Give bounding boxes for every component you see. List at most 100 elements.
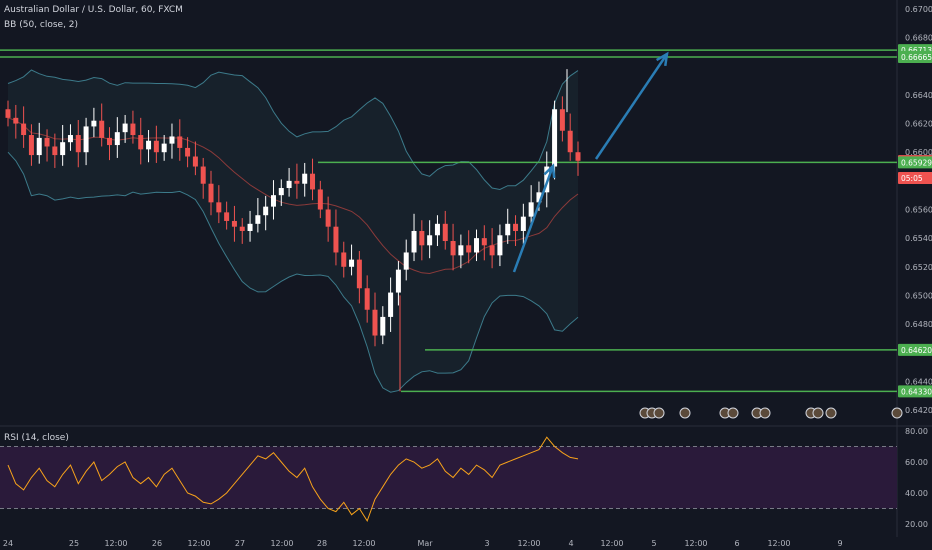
time-axis-label: 24 — [3, 539, 13, 548]
candle-body — [67, 135, 73, 143]
candle-body — [411, 230, 417, 253]
candle-body — [208, 183, 214, 203]
trend-arrow-up-head — [543, 163, 556, 179]
level-price-label-bg — [898, 343, 932, 356]
candle-body — [520, 216, 526, 231]
candle-body — [419, 230, 425, 246]
candle-body — [434, 223, 440, 236]
level-price-label: 0.64620 — [901, 346, 932, 355]
candle-body — [247, 223, 253, 231]
rsi-axis-tick-label: 80.00 — [905, 427, 928, 436]
current-price-label-bg — [898, 156, 932, 169]
candle-body — [364, 288, 370, 310]
candle-body — [372, 309, 378, 336]
candle-body — [263, 206, 269, 216]
candle-body — [380, 316, 386, 336]
candle-body — [216, 202, 222, 213]
economic-event-icon — [679, 407, 691, 419]
trend-arrow-target — [594, 53, 669, 160]
candle-body — [356, 259, 362, 289]
current-price-label: 05:05 — [901, 174, 923, 183]
candle-body — [395, 269, 401, 293]
candle-body — [403, 252, 409, 270]
candle-body — [317, 189, 323, 210]
rsi-axis-tick-label: 60.00 — [905, 458, 928, 467]
candle-body — [169, 136, 175, 144]
candle-body — [536, 192, 542, 203]
time-axis-label: 27 — [235, 539, 245, 548]
candle-body — [567, 130, 573, 153]
economic-event-icon — [759, 407, 771, 419]
candle-body — [177, 136, 183, 148]
time-axis-label: 12:00 — [187, 539, 210, 548]
time-axis-label: 3 — [484, 539, 489, 548]
candle-body — [99, 120, 105, 138]
rsi-axis-tick-label: 20.00 — [905, 520, 928, 529]
time-axis-label: 26 — [152, 539, 162, 548]
candle-body — [5, 109, 11, 118]
candle-body — [450, 241, 456, 256]
candle-body — [107, 137, 113, 146]
time-axis-label: 4 — [568, 539, 573, 548]
time-axis-label: 25 — [69, 539, 79, 548]
candle-body — [75, 135, 81, 153]
candle-body — [52, 146, 58, 156]
bollinger-upper-band — [7, 69, 579, 191]
level-price-label: 0.66713 — [901, 46, 932, 55]
candle-body — [231, 220, 237, 227]
candle-body — [153, 140, 159, 153]
candle-body — [442, 223, 448, 242]
candle-body — [91, 120, 97, 127]
candle-body — [481, 238, 487, 246]
candle-body — [28, 135, 34, 156]
trend-arrow-up — [512, 165, 555, 273]
candle-body — [138, 135, 144, 150]
time-axis-label: 9 — [837, 539, 842, 548]
time-axis-label: 12:00 — [517, 539, 540, 548]
rsi-band-fill — [0, 446, 897, 509]
rsi-indicator-label: RSI (14, close) — [4, 433, 69, 443]
candle-body — [458, 245, 464, 256]
candle-body — [552, 109, 558, 167]
candle-body — [114, 132, 120, 146]
candle-body — [427, 235, 433, 246]
candle-body — [44, 137, 50, 147]
candle-body — [122, 123, 128, 133]
chart-title: Australian Dollar / U.S. Dollar, 60, FXC… — [4, 5, 183, 15]
candle-body — [302, 173, 308, 184]
candle-body — [161, 143, 167, 153]
time-axis-label: 12:00 — [767, 539, 790, 548]
economic-event-icon — [727, 407, 739, 419]
rsi-axis-tick-label: 40.00 — [905, 489, 928, 498]
bb-indicator-label: BB (50, close, 2) — [4, 20, 79, 30]
level-price-label-bg — [898, 385, 932, 398]
time-axis-label: 12:00 — [352, 539, 375, 548]
candle-body — [333, 226, 339, 253]
candle-body — [278, 188, 284, 196]
candle-body — [575, 152, 581, 161]
candle-body — [192, 156, 198, 167]
candle-body — [559, 109, 565, 131]
candle-body — [497, 235, 503, 256]
candle-body — [21, 123, 27, 136]
candle-body — [83, 126, 89, 153]
candle-body — [255, 215, 261, 224]
economic-event-icon — [825, 407, 837, 419]
time-axis-label: 12:00 — [684, 539, 707, 548]
candle-body — [325, 209, 331, 227]
candle-body — [466, 245, 472, 253]
time-axis-label: 5 — [651, 539, 656, 548]
candle-body — [270, 195, 276, 207]
candle-body — [36, 137, 42, 156]
current-price-label: 0.65929 — [901, 158, 932, 167]
level-price-label-bg — [898, 50, 932, 63]
candle-body — [294, 180, 300, 184]
candle-body — [505, 223, 511, 236]
